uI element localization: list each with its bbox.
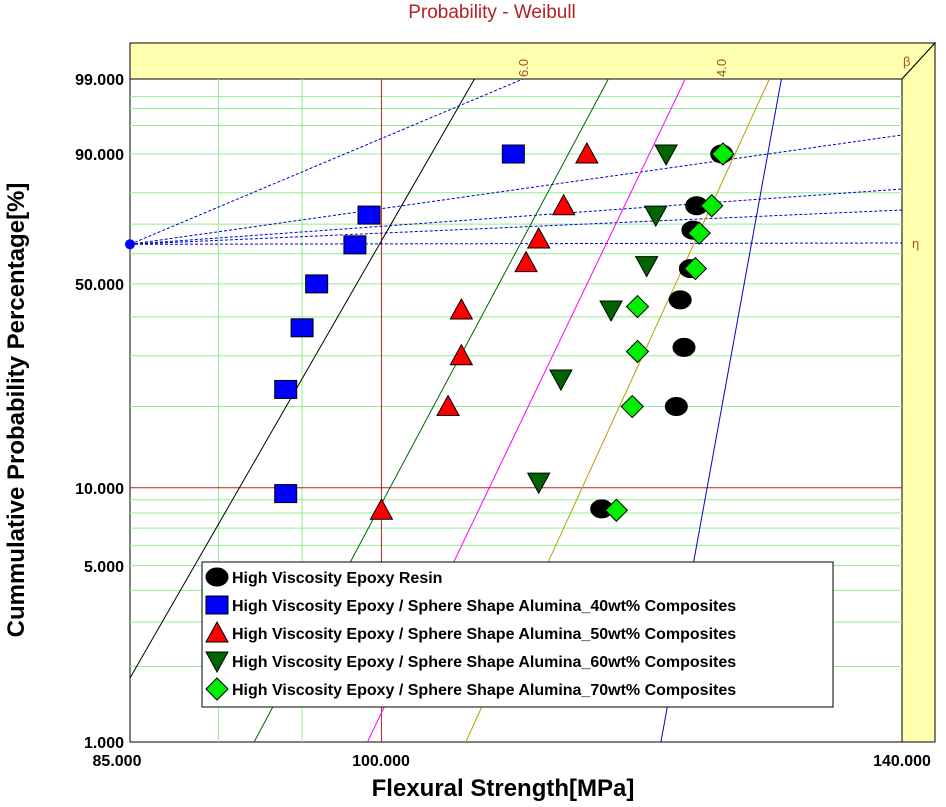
data-point [357,205,381,225]
chart-title: Probability - Weibull [408,2,576,23]
eta-symbol: η [912,236,919,251]
data-point [625,339,650,364]
data-point [634,256,659,278]
data-point [625,294,650,319]
data-point [449,297,474,320]
data-point [643,205,668,228]
data-point [664,397,688,417]
data-point [711,142,735,166]
beta-label-4: 4.0 [714,59,729,77]
data-point [683,256,708,281]
data-point [305,274,329,294]
beta-label-6: 6.0 [516,59,531,77]
x-tick-label: 140.000 [873,753,931,770]
data-point [501,144,525,164]
legend-label: High Viscosity Epoxy / Sphere Shape Alum… [232,682,736,699]
beta-lines [125,78,903,250]
y-tick-label: 90.000 [75,147,124,164]
data-point [549,369,573,392]
legend-marker [205,620,229,643]
beta-panel-right [901,41,936,743]
legend-marker [205,567,229,587]
beta-line [129,242,903,245]
legend: High Viscosity Epoxy Resin High Viscosit… [201,561,834,708]
data-point [526,472,551,495]
y-tick-label: 99.000 [75,72,124,89]
fit-line [129,78,475,679]
y-tick-label: 1.000 [84,735,124,752]
x-axis-title: Flexural Strength[MPa] [372,775,635,802]
data-point [700,194,724,218]
beta-line [129,209,903,245]
data-point [604,498,629,522]
x-tick-label: 85.000 [93,753,142,770]
data-point [687,221,711,245]
data-point [449,343,474,366]
data-point [369,498,394,520]
data-markers [274,141,735,522]
x-tick-label: 100.000 [352,753,410,770]
legend-label: High Viscosity Epoxy / Sphere Shape Alum… [232,626,736,643]
beta-symbol: β [903,54,910,69]
y-tick-label: 50.000 [75,277,124,294]
data-point [290,318,314,338]
data-point [654,144,678,167]
data-point [436,394,460,417]
data-point [575,141,599,164]
beta-line [129,188,903,245]
y-tick-label: 5.000 [84,559,124,576]
legend-label: High Viscosity Epoxy / Sphere Shape Alum… [232,598,736,615]
data-point [514,250,538,273]
legend-marker [205,595,229,615]
data-point [343,235,367,255]
beta-line [129,78,524,245]
data-point [274,484,298,504]
legend-label: High Viscosity Epoxy / Sphere Shape Alum… [232,654,736,671]
data-point [526,226,551,249]
legend-marker [205,651,229,674]
legend-box [201,561,834,708]
legend-markers [205,567,229,701]
legend-label: High Viscosity Epoxy Resin [232,570,442,587]
data-point [551,193,576,216]
beta-panel-top [129,42,937,80]
y-axis-title: Cummulative Probability Percentage[%] [3,183,30,638]
legend-marker [205,677,229,701]
data-point [599,300,623,323]
data-point [274,379,298,399]
data-point [668,290,692,310]
y-tick-label: 10.000 [75,481,124,498]
data-point [672,337,696,357]
data-point [620,394,644,419]
